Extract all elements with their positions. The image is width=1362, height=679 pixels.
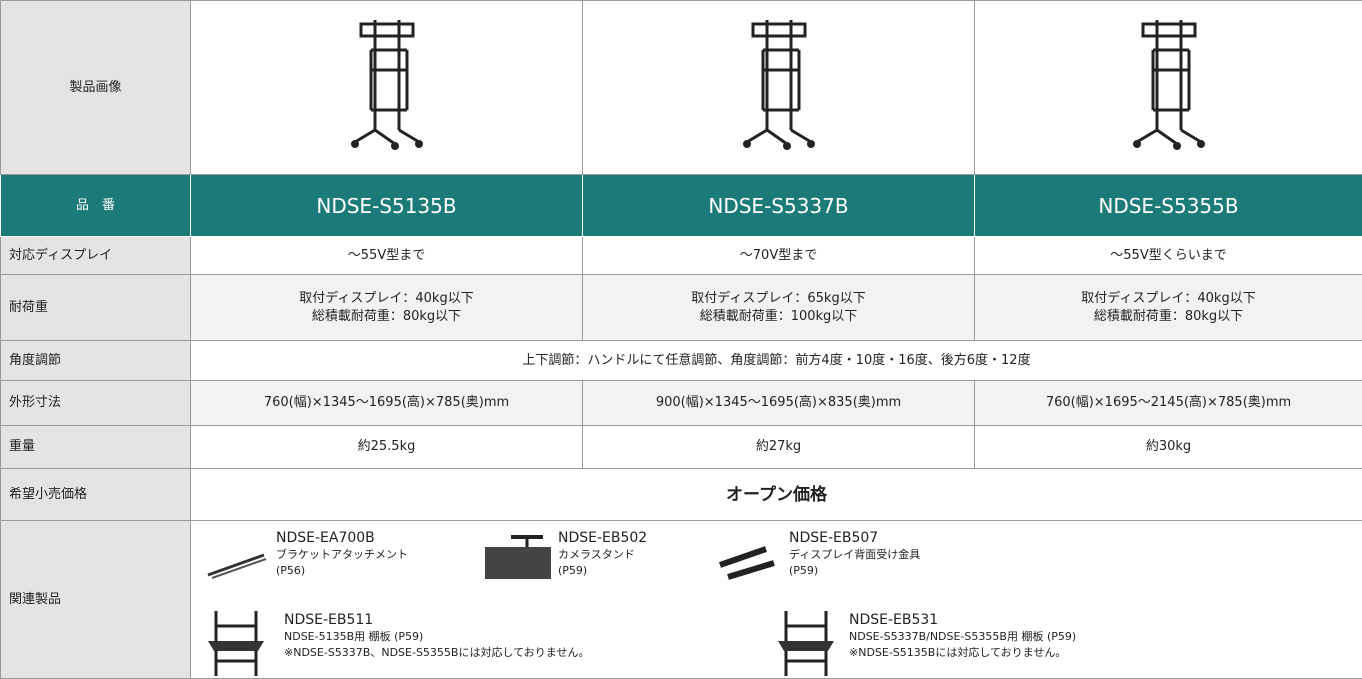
- line: ディスプレイ背面受け金具: [789, 547, 920, 563]
- line: 総積載耐荷重：100kg以下: [583, 308, 974, 326]
- cell: 760(幅)×1695～2145(高)×785(奥)mm: [975, 381, 1362, 426]
- code: NDSE-EB502: [558, 529, 647, 547]
- model: NDSE-S5135B: [191, 175, 583, 237]
- label: 製品画像: [1, 1, 191, 175]
- cell: 900(幅)×1345～1695(高)×835(奥)mm: [583, 381, 975, 426]
- line: ※NDSE-S5337B、NDSE-S5355Bには対応しておりません。: [284, 645, 589, 661]
- line: (P59): [789, 563, 920, 579]
- code: NDSE-EB507: [789, 529, 920, 547]
- product-image: [191, 1, 583, 175]
- line: 総積載耐荷重：80kg以下: [975, 308, 1362, 326]
- cell: 取付ディスプレイ：65kg以下総積載耐荷重：100kg以下: [583, 275, 975, 341]
- line: カメラスタンド: [558, 547, 647, 563]
- line: 取付ディスプレイ：40kg以下: [191, 290, 582, 308]
- icon: [776, 611, 836, 676]
- line: 総積載耐荷重：80kg以下: [191, 308, 582, 326]
- cell: ～55V型まで: [191, 237, 583, 275]
- cell: ～55V型くらいまで: [975, 237, 1362, 275]
- line: ブラケットアタッチメント: [276, 547, 408, 563]
- code: NDSE-EA700B: [276, 529, 408, 547]
- code: NDSE-EB511: [284, 611, 589, 629]
- label: 関連製品: [1, 521, 191, 679]
- icon: [206, 611, 266, 676]
- cell: 約30kg: [975, 426, 1362, 469]
- line: (P59): [558, 563, 647, 579]
- label: 角度調節: [1, 341, 191, 381]
- label: 外形寸法: [1, 381, 191, 426]
- product-image: [583, 1, 975, 175]
- line: NDSE-S5337B/NDSE-S5355B用 棚板 (P59): [849, 629, 1076, 645]
- code: NDSE-EB531: [849, 611, 1076, 629]
- model: NDSE-S5355B: [975, 175, 1362, 237]
- label: 品 番: [1, 175, 191, 237]
- line: 取付ディスプレイ：65kg以下: [583, 290, 974, 308]
- line: ※NDSE-S5135Bには対応しておりません。: [849, 645, 1076, 661]
- line: 取付ディスプレイ：40kg以下: [975, 290, 1362, 308]
- label: 重量: [1, 426, 191, 469]
- cell: 約25.5kg: [191, 426, 583, 469]
- cell: 760(幅)×1345～1695(高)×785(奥)mm: [191, 381, 583, 426]
- line: NDSE-5135B用 棚板 (P59): [284, 629, 589, 645]
- icon: [485, 533, 555, 579]
- label: 希望小売価格: [1, 469, 191, 521]
- cell: ～70V型まで: [583, 237, 975, 275]
- cell: 取付ディスプレイ：40kg以下総積載耐荷重：80kg以下: [975, 275, 1362, 341]
- label: 対応ディスプレイ: [1, 237, 191, 275]
- cell: 約27kg: [583, 426, 975, 469]
- line: (P56): [276, 563, 408, 579]
- cell: 取付ディスプレイ：40kg以下総積載耐荷重：80kg以下: [191, 275, 583, 341]
- cell: オープン価格: [191, 469, 1362, 521]
- label: 耐荷重: [1, 275, 191, 341]
- icon: [206, 549, 268, 579]
- product-image: [975, 1, 1362, 175]
- cell: 上下調節：ハンドルにて任意調節、角度調節：前方4度・10度・16度、後方6度・1…: [191, 341, 1362, 381]
- icon: [716, 541, 778, 581]
- model: NDSE-S5337B: [583, 175, 975, 237]
